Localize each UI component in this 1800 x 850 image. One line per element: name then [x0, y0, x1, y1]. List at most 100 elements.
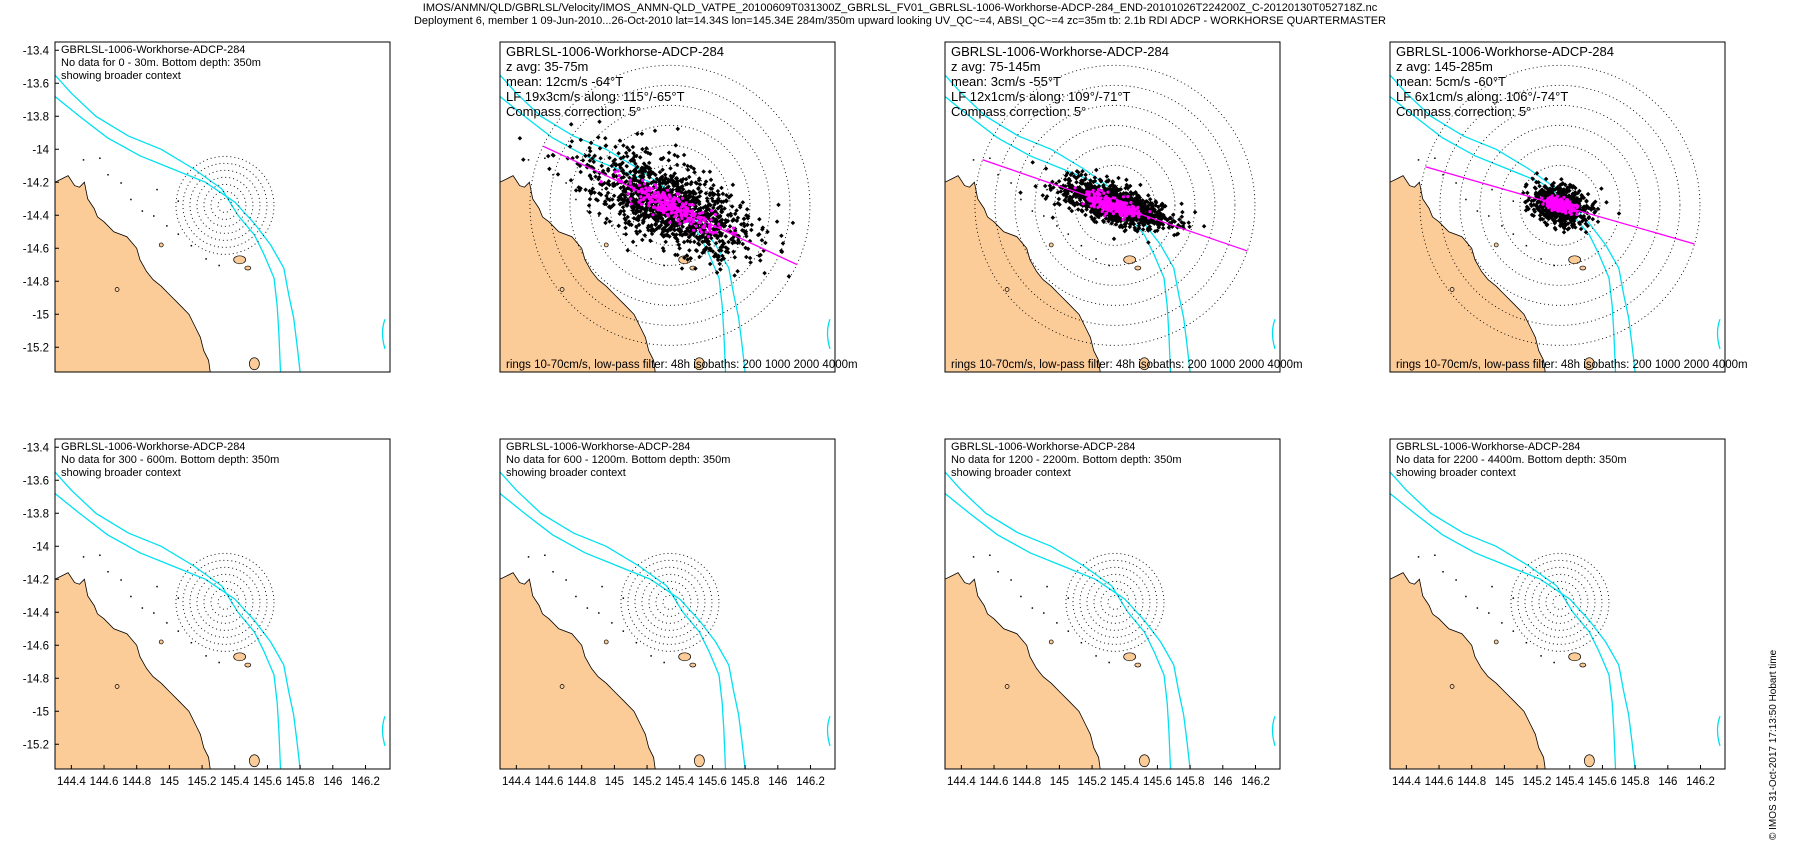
islet-mark: [527, 556, 530, 558]
lowpass-point: [688, 203, 692, 207]
velocity-point: [598, 155, 603, 161]
lowpass-point: [651, 193, 655, 197]
lowpass-point: [653, 190, 657, 194]
velocity-point: [1092, 216, 1097, 221]
islet-mark: [1512, 597, 1515, 599]
x-tick-label: 145: [1050, 776, 1069, 788]
velocity-point: [1065, 190, 1070, 196]
velocity-point: [1040, 193, 1046, 198]
velocity-point: [631, 191, 636, 197]
velocity-ring: [1552, 594, 1568, 610]
velocity-point: [749, 222, 755, 228]
velocity-ring: [1519, 164, 1601, 246]
velocity-ring: [175, 552, 275, 652]
islet-mark: [552, 174, 554, 176]
velocity-point: [1091, 179, 1096, 185]
velocity-point: [709, 186, 715, 191]
lowpass-point: [1148, 210, 1152, 214]
panel-frame: [499, 41, 836, 373]
isobath-line: [1716, 318, 1721, 350]
velocity-point: [629, 222, 634, 228]
lowpass-point: [1546, 205, 1551, 210]
islet-mark: [1512, 630, 1515, 632]
velocity-point: [603, 135, 608, 141]
velocity-point: [1529, 212, 1535, 218]
panel-annotation-line: No data for 0 - 30m. Bottom depth: 350m: [61, 57, 261, 69]
velocity-point: [587, 209, 592, 215]
islet-mark: [1108, 661, 1110, 664]
panel-annotation-line: showing broader context: [951, 467, 1071, 479]
velocity-point: [1557, 190, 1563, 196]
islet-mark: [544, 157, 546, 159]
panel-annotation-line: Compass correction: 5°: [1396, 104, 1531, 119]
y-tick-label: -14: [32, 541, 49, 553]
velocity-rings: [1419, 64, 1701, 346]
velocity-ring: [1499, 144, 1621, 266]
islet-mark: [575, 595, 577, 598]
islet-mark: [1010, 579, 1012, 581]
lowpass-point: [676, 209, 680, 213]
velocity-ring: [1034, 124, 1196, 286]
velocity-ring: [189, 169, 261, 241]
x-tick-label: 146: [768, 776, 787, 788]
velocity-point: [1559, 220, 1564, 225]
velocity-point: [1109, 188, 1115, 194]
lowpass-point: [653, 183, 658, 187]
x-tick-label: 145.6: [253, 776, 282, 788]
isobath-line: [1271, 318, 1276, 350]
velocity-point: [1050, 215, 1056, 220]
velocity-ring: [203, 183, 247, 227]
islet-mark: [989, 554, 991, 556]
reef-outline: [1048, 242, 1054, 248]
reef-outline: [1568, 652, 1582, 662]
reef-outline: [1579, 265, 1587, 271]
islet-mark: [141, 210, 144, 212]
islet-mark: [1553, 661, 1555, 664]
velocity-point: [597, 119, 602, 124]
islet-mark: [141, 607, 144, 609]
velocity-point: [1537, 192, 1542, 198]
velocity-point: [708, 177, 714, 183]
lowpass-point: [1564, 201, 1568, 205]
lowpass-point: [656, 205, 660, 209]
velocity-point: [1153, 203, 1158, 208]
x-tick-label: 145.4: [1555, 776, 1584, 788]
velocity-point: [700, 250, 705, 255]
lowpass-point: [659, 196, 663, 200]
islet-mark: [107, 571, 109, 573]
lowpass-point: [613, 170, 617, 174]
panel-annotation-line: No data for 600 - 1200m. Bottom depth: 3…: [506, 454, 730, 466]
lowpass-point: [1091, 188, 1095, 192]
lowpass-point: [647, 201, 651, 205]
x-tick-label: 146: [1658, 776, 1677, 788]
lowpass-point: [1129, 211, 1133, 215]
lowpass-point: [656, 208, 660, 212]
coastline-land: [945, 572, 1101, 769]
velocity-point: [726, 239, 731, 245]
panel-annotation-line: showing broader context: [1396, 467, 1516, 479]
lowpass-point: [650, 187, 654, 191]
velocity-point: [583, 153, 588, 159]
lowpass-point: [709, 218, 713, 222]
velocity-point: [1147, 196, 1153, 202]
velocity-point: [732, 255, 738, 260]
x-tick-label: 144.6: [1425, 776, 1454, 788]
islet-mark: [663, 661, 665, 664]
islet-mark: [663, 264, 665, 267]
lowpass-point: [663, 194, 667, 198]
coastline-land: [1390, 175, 1546, 372]
x-tick-label: 146.2: [1686, 776, 1715, 788]
x-tick-label: 144.4: [1392, 776, 1421, 788]
velocity-point: [1096, 183, 1102, 189]
islet-mark: [1553, 264, 1555, 267]
islet-mark: [1488, 215, 1490, 217]
velocity-point: [1070, 201, 1075, 206]
velocity-point: [1076, 170, 1081, 175]
islet-mark: [972, 159, 975, 161]
velocity-point: [774, 219, 780, 224]
islet-mark: [205, 655, 207, 657]
velocity-point: [580, 158, 586, 163]
lowpass-point: [1121, 208, 1125, 212]
velocity-point: [1094, 167, 1099, 173]
